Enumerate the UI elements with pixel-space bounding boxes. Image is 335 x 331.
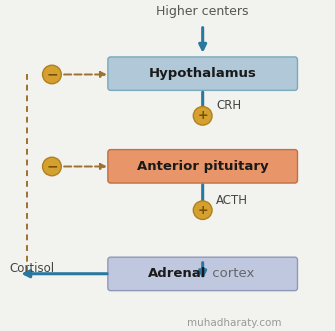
Text: ACTH: ACTH xyxy=(216,194,248,207)
Circle shape xyxy=(43,65,61,84)
Text: Hypothalamus: Hypothalamus xyxy=(149,67,257,80)
Circle shape xyxy=(193,201,212,219)
Text: Cortisol: Cortisol xyxy=(9,262,55,275)
Text: Adrenal: Adrenal xyxy=(148,267,206,280)
Circle shape xyxy=(193,107,212,125)
FancyBboxPatch shape xyxy=(108,57,297,90)
Text: Anterior pituitary: Anterior pituitary xyxy=(137,160,268,173)
Text: −: − xyxy=(46,68,58,81)
Text: cortex: cortex xyxy=(208,267,254,280)
Text: +: + xyxy=(197,109,208,122)
Circle shape xyxy=(43,157,61,176)
Text: −: − xyxy=(46,160,58,173)
FancyBboxPatch shape xyxy=(108,257,297,291)
Text: +: + xyxy=(197,204,208,217)
FancyBboxPatch shape xyxy=(108,150,297,183)
Text: Higher centers: Higher centers xyxy=(156,5,249,18)
Text: CRH: CRH xyxy=(216,99,241,113)
Text: muhadharaty.com: muhadharaty.com xyxy=(187,318,282,328)
